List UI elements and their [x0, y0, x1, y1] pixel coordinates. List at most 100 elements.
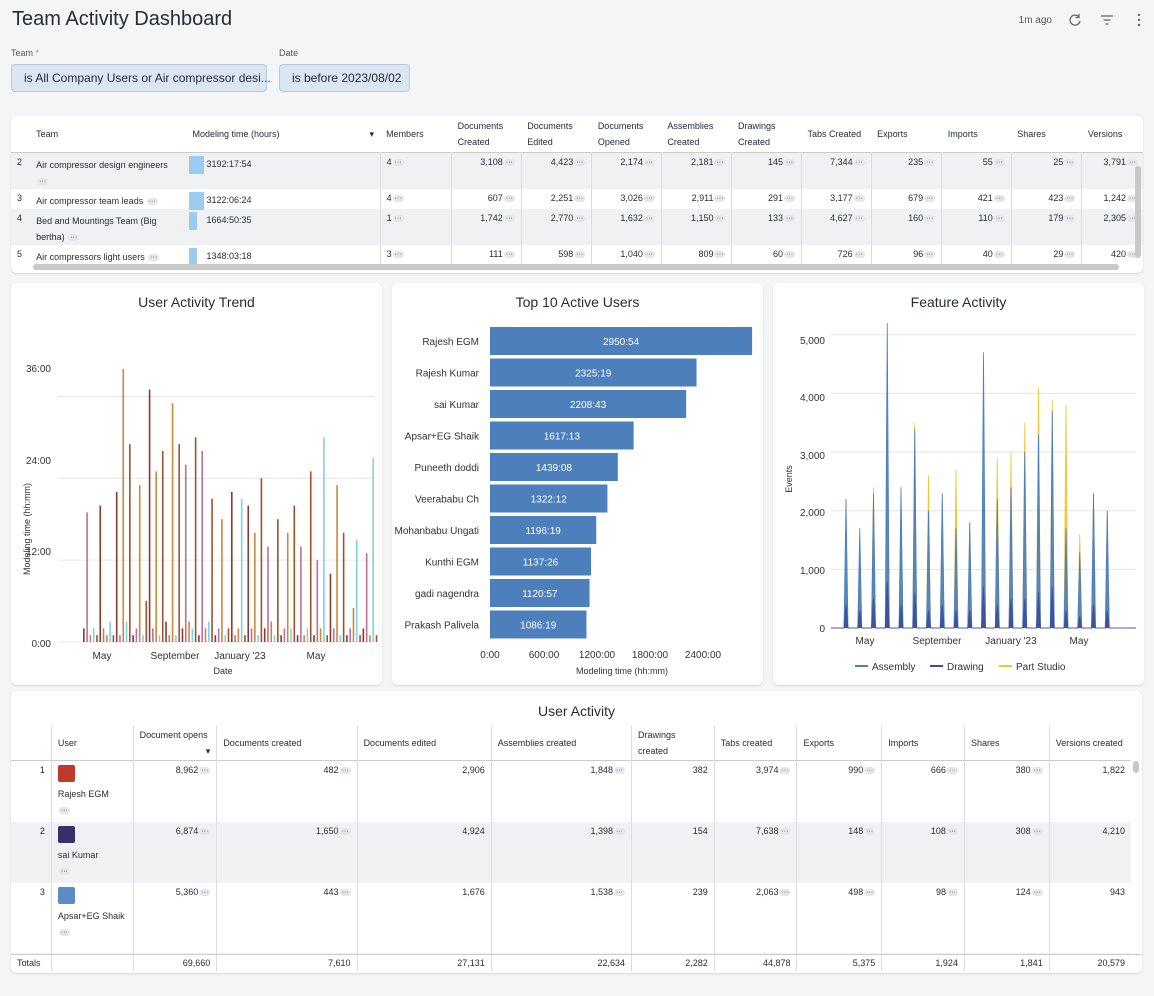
more-dots-icon[interactable]: ···: [392, 250, 404, 258]
more-dots-icon[interactable]: ···: [853, 250, 865, 258]
feat-series-drawing[interactable]: [831, 581, 1136, 629]
more-dots-icon[interactable]: ···: [503, 194, 515, 202]
trend-bar[interactable]: [102, 628, 105, 642]
more-dots-icon[interactable]: ···: [503, 214, 515, 222]
sort-chevron-icon[interactable]: ▾: [205, 745, 211, 756]
ua-col-imports[interactable]: Imports: [881, 726, 965, 760]
legend-drawing[interactable]: Drawing: [930, 662, 984, 673]
more-dots-icon[interactable]: ···: [614, 766, 625, 774]
more-dots-icon[interactable]: ···: [58, 806, 70, 814]
date-filter-pill[interactable]: is before 2023/08/02: [279, 64, 410, 92]
col-versions[interactable]: Versions: [1087, 128, 1123, 139]
col-documents-opened[interactable]: Documents Opened: [597, 120, 644, 147]
ua-col-created[interactable]: Documents created: [216, 726, 358, 760]
col-assemblies-created[interactable]: Assemblies Created: [667, 120, 714, 147]
trend-bar[interactable]: [221, 519, 223, 642]
more-dots-icon[interactable]: ···: [1127, 250, 1138, 258]
more-dots-icon[interactable]: ···: [714, 158, 726, 166]
trend-bar[interactable]: [369, 635, 371, 642]
ua-col-edited[interactable]: Documents edited: [357, 726, 492, 760]
trend-bar[interactable]: [188, 621, 190, 642]
trend-bar[interactable]: [231, 491, 233, 642]
trend-bar[interactable]: [365, 553, 368, 642]
trend-bar[interactable]: [283, 628, 286, 642]
ua-col-opens[interactable]: Document opens ▾: [133, 726, 218, 760]
trend-bar[interactable]: [254, 532, 256, 642]
more-dots-icon[interactable]: ···: [1064, 158, 1076, 166]
team-table-hscrollbar[interactable]: [33, 264, 1119, 270]
more-dots-icon[interactable]: ···: [614, 888, 625, 896]
col-members[interactable]: Members: [386, 128, 424, 139]
trend-bar[interactable]: [204, 628, 207, 642]
trend-bar[interactable]: [211, 498, 213, 642]
trend-bar[interactable]: [198, 635, 200, 642]
trend-bar[interactable]: [217, 628, 220, 642]
more-dots-icon[interactable]: ···: [924, 158, 936, 166]
top-user-bar[interactable]: [490, 610, 587, 639]
trend-bar[interactable]: [224, 635, 227, 642]
trend-bar[interactable]: [352, 607, 355, 642]
trend-bar[interactable]: [201, 450, 203, 642]
more-dots-icon[interactable]: ···: [1031, 766, 1043, 774]
trend-bar[interactable]: [99, 505, 102, 642]
trend-bar[interactable]: [257, 635, 259, 642]
trend-bar[interactable]: [227, 628, 230, 642]
ua-col-tabs[interactable]: Tabs created: [714, 726, 798, 760]
more-dots-icon[interactable]: ···: [946, 766, 958, 774]
trend-bar[interactable]: [260, 478, 263, 642]
more-dots-icon[interactable]: ···: [714, 194, 726, 202]
more-dots-icon[interactable]: ···: [784, 158, 796, 166]
trend-bar[interactable]: [375, 635, 378, 642]
trend-bar[interactable]: [138, 485, 141, 642]
trend-bar[interactable]: [109, 621, 111, 642]
trend-bar[interactable]: [250, 628, 253, 642]
more-dots-icon[interactable]: ···: [853, 158, 865, 166]
ua-col-exports[interactable]: Exports: [796, 726, 883, 760]
top-user-bar[interactable]: [490, 358, 697, 387]
trend-bar[interactable]: [296, 635, 299, 642]
col-team[interactable]: Team: [36, 128, 59, 139]
trend-bar[interactable]: [316, 560, 319, 642]
team-table-vscrollbar[interactable]: [1135, 166, 1141, 258]
more-dots-icon[interactable]: ···: [392, 158, 404, 166]
more-dots-icon[interactable]: ···: [784, 194, 796, 202]
col-documents-created[interactable]: Documents Created: [457, 120, 504, 147]
trend-bar[interactable]: [247, 505, 250, 642]
more-dots-icon[interactable]: ···: [779, 766, 791, 774]
trend-bar[interactable]: [293, 505, 296, 642]
trend-bar[interactable]: [342, 532, 345, 642]
more-dots-icon[interactable]: ···: [924, 194, 936, 202]
more-dots-icon[interactable]: ···: [779, 827, 791, 835]
more-dots-icon[interactable]: ···: [1127, 194, 1138, 202]
more-dots-icon[interactable]: ···: [339, 766, 351, 774]
trend-bar[interactable]: [346, 635, 348, 642]
trend-bar[interactable]: [175, 635, 177, 642]
trend-bar[interactable]: [303, 635, 305, 642]
trend-bar[interactable]: [125, 621, 128, 642]
trend-bar[interactable]: [96, 635, 98, 642]
more-dots-icon[interactable]: ···: [574, 214, 586, 222]
more-dots-icon[interactable]: ···: [924, 250, 936, 258]
trend-bar[interactable]: [112, 635, 115, 642]
col-documents-edited[interactable]: Documents Edited: [527, 120, 573, 147]
more-dots-icon[interactable]: ···: [993, 158, 1005, 166]
more-dots-icon[interactable]: ···: [503, 158, 515, 166]
trend-bar[interactable]: [300, 546, 302, 642]
more-dots-icon[interactable]: ···: [1064, 250, 1076, 258]
legend-part-studio[interactable]: Part Studio: [999, 662, 1066, 673]
trend-bar[interactable]: [132, 635, 134, 642]
more-dots-icon[interactable]: ···: [199, 766, 211, 774]
trend-bar[interactable]: [323, 437, 325, 642]
trend-bar[interactable]: [336, 485, 338, 642]
sort-chevron-icon[interactable]: ▾: [369, 128, 375, 139]
ua-col-user[interactable]: User: [51, 726, 134, 760]
more-dots-icon[interactable]: ···: [993, 194, 1005, 202]
more-options-icon[interactable]: [1130, 11, 1148, 29]
more-dots-icon[interactable]: ···: [946, 888, 958, 896]
trend-bar[interactable]: [119, 635, 121, 642]
legend-assembly[interactable]: Assembly: [855, 662, 915, 673]
more-dots-icon[interactable]: ···: [714, 250, 726, 258]
trend-bar[interactable]: [83, 628, 85, 642]
top-user-bar[interactable]: [490, 547, 592, 576]
refresh-icon[interactable]: [1066, 11, 1084, 29]
